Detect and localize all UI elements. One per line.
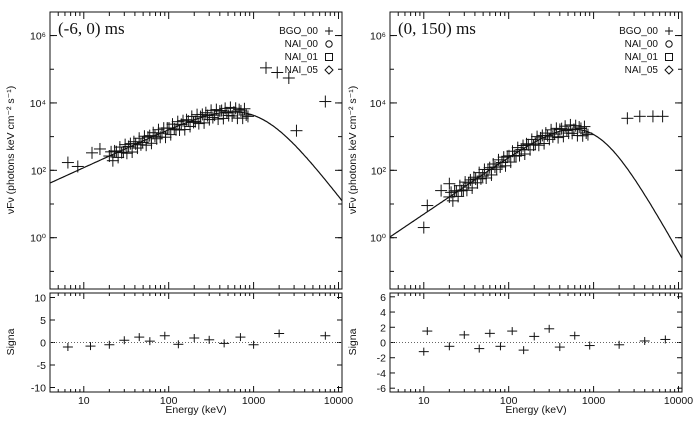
main-plot-frame [49,11,343,290]
panel-left: (-6, 0) ms Energy (keV) νFν (photons keV… [5,11,353,416]
y-tick-label: 10² [371,165,387,177]
x-axis-label: Energy (keV) [165,404,226,416]
panel-right: (0, 150) ms Energy (keV) νFν (photons ke… [347,11,693,416]
legend-label: NAI_05 [625,65,659,76]
residual-y-tick-label: -4 [377,368,386,380]
legend-label: BGO_00 [279,26,318,37]
residual-y-axis-label: Signa [5,328,17,355]
residual-points [418,324,671,356]
main-plot-frame [389,11,683,290]
x-tick-label: 10000 [664,395,693,407]
y-tick-label: 10⁴ [370,98,386,110]
y-axis-label: νFν (photons keV cm⁻² s⁻¹) [5,86,17,214]
legend-circle-icon [325,40,333,48]
legend-label: NAI_01 [625,52,659,63]
x-tick-label: 1000 [242,395,266,407]
chart-title: (0, 150) ms [398,19,476,38]
data-points [417,110,669,234]
legend-label: BGO_00 [619,26,658,37]
legend-label: NAI_01 [285,52,319,63]
y-tick-label: 10⁶ [370,31,386,43]
data-points [61,61,332,173]
residual-y-axis-label: Signa [347,328,359,355]
legend: BGO_00 NAI_00 NAI_01 NAI_05 [279,26,334,76]
y-tick-label: 10² [31,165,47,177]
axis-ticks: 10 100 1000 10000 10⁰ 10² 10⁴ 10⁶ -10 -5 0 5 10 [30,12,353,407]
model-curve-path [49,111,343,202]
y-axis-label: νFν (photons keV cm⁻² s⁻¹) [347,86,359,214]
residual-y-tick-label: 6 [380,292,386,304]
x-tick-label: 100 [160,395,178,407]
x-tick-label: 1000 [582,395,606,407]
legend-diamond-icon [664,65,674,75]
legend-circle-icon [665,40,673,48]
x-tick-label: 100 [500,395,518,407]
model-curve-path [389,128,683,259]
residual-y-tick-label: -2 [377,353,386,365]
x-tick-label: 10 [78,395,90,407]
residual-y-tick-label: 0 [40,338,46,350]
y-tick-label: 10⁰ [370,233,387,245]
y-tick-label: 10⁰ [30,233,47,245]
residual-y-tick-label: -10 [31,383,46,395]
residual-y-tick-label: 5 [40,315,46,327]
y-tick-label: 10⁴ [30,98,46,110]
legend-label: NAI_00 [625,39,659,50]
x-tick-label: 10000 [324,395,353,407]
legend-diamond-icon [324,65,334,75]
axis-ticks: 10 100 1000 10000 10⁰ 10² 10⁴ 10⁶ -6 -4 -2 0 2 4 6 [370,12,693,407]
residual-y-tick-label: 10 [34,293,46,305]
y-tick-label: 10⁶ [30,31,46,43]
residual-plot-frame [389,292,683,393]
residual-y-tick-label: 0 [380,338,386,350]
model-curve [389,128,683,259]
residual-plot-frame [49,292,343,393]
residual-y-tick-label: 2 [380,322,386,334]
legend-label: NAI_05 [285,65,319,76]
chart-title: (-6, 0) ms [58,19,125,38]
x-axis-label: Energy (keV) [505,404,566,416]
residual-y-tick-label: -5 [37,360,46,372]
legend-square-icon [325,53,333,61]
legend: BGO_00 NAI_00 NAI_01 NAI_05 [619,26,674,76]
model-curve [49,111,343,202]
residual-y-tick-label: -6 [377,383,386,395]
x-tick-label: 10 [418,395,430,407]
residual-y-tick-label: 4 [380,307,386,319]
legend-square-icon [665,53,673,61]
legend-label: NAI_00 [285,39,319,50]
residual-points [62,329,331,351]
